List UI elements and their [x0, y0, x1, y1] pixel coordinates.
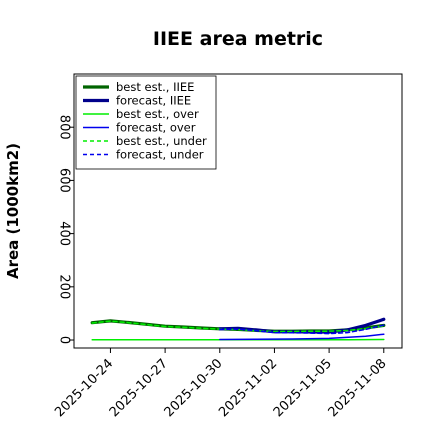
y-tick-label: 200 — [57, 274, 72, 299]
chart-title: IIEE area metric — [153, 28, 323, 50]
y-tick-label: 0 — [57, 336, 72, 344]
legend-label-3: forecast, over — [116, 121, 196, 135]
plot-area — [90, 317, 386, 341]
legend-label-4: best est., under — [116, 134, 207, 148]
y-tick-label: 800 — [57, 115, 72, 140]
y-tick-label: 400 — [57, 221, 72, 246]
series-line-4 — [91, 320, 385, 333]
y-tick-label: 600 — [57, 168, 72, 193]
x-tick-label: 2025-11-08 — [326, 356, 390, 420]
series-line-3 — [219, 333, 385, 341]
series-line-5 — [219, 324, 385, 335]
legend-label-0: best est., IIEE — [116, 80, 194, 94]
legend-box — [75, 75, 217, 170]
legend-label-2: best est., over — [116, 107, 199, 121]
legend-label-5: forecast, under — [116, 148, 204, 162]
y-axis-label: Area (1000km2) — [4, 143, 22, 279]
plot-frame — [73, 73, 403, 349]
legend-label-1: forecast, IIEE — [116, 94, 191, 108]
